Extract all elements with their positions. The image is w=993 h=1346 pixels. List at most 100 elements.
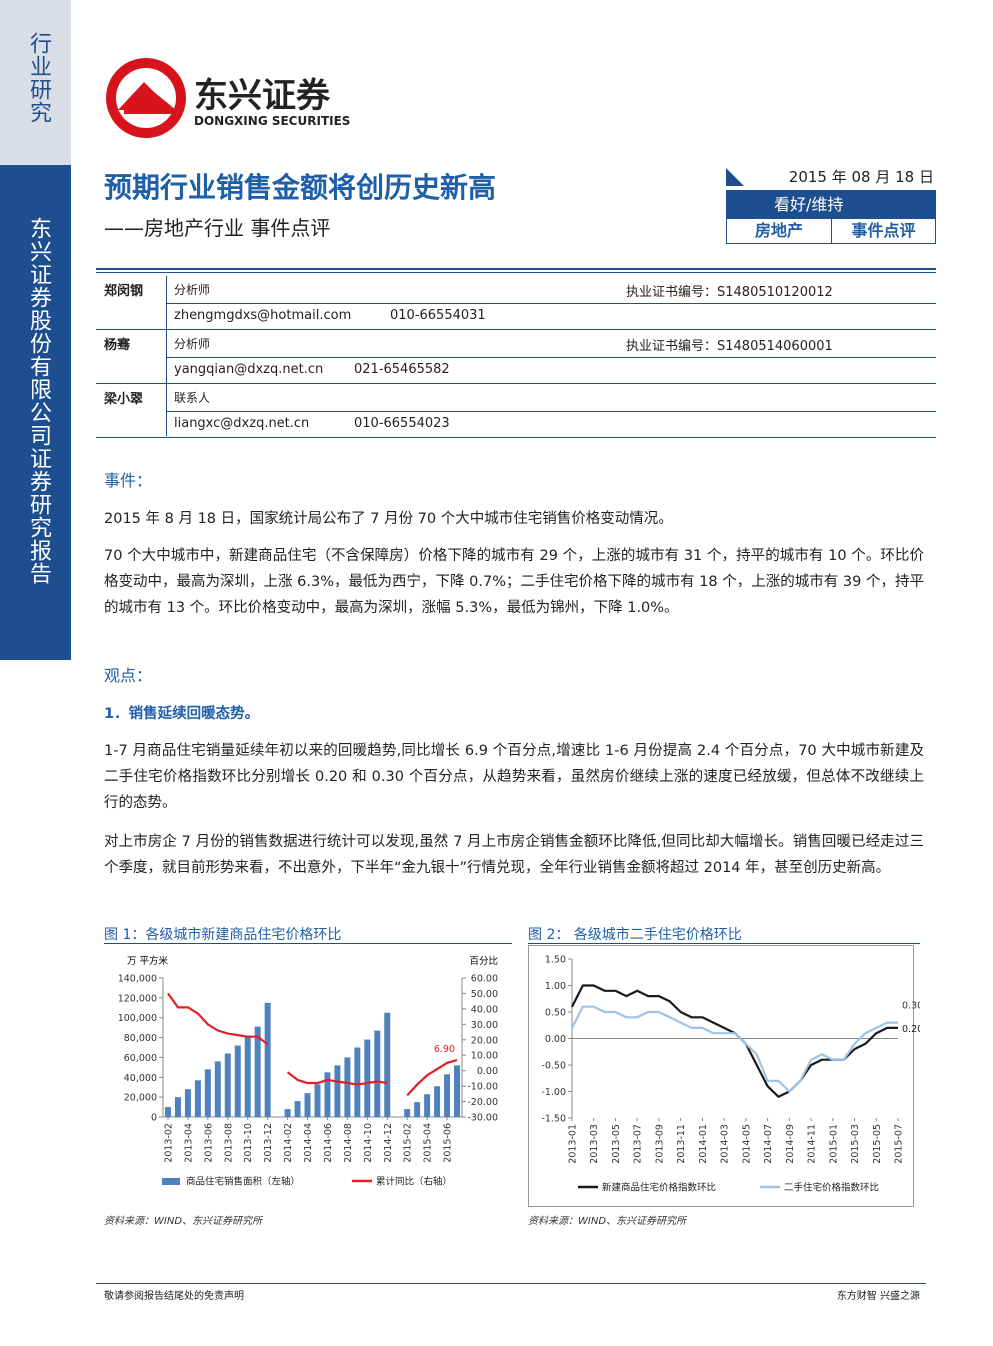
- bar: [344, 1057, 351, 1117]
- row-rule: [96, 383, 936, 384]
- y-tick-label: 80,000: [124, 1033, 157, 1044]
- y-tick-label: 40,000: [124, 1073, 157, 1084]
- y-axis-title: 万 平方米: [127, 955, 169, 967]
- analyst-email: yangqian@dxzq.net.cn: [174, 362, 324, 377]
- x-tick-label: 2015-01: [828, 1124, 839, 1164]
- analyst-table: 郑闵钢 分析师 执业证书编号：S1480510120012 zhengmgdxs@ho…: [96, 276, 936, 438]
- type-tag: 事件点评: [851, 221, 916, 240]
- bar: [214, 1061, 221, 1117]
- analyst-phone: 010-66554031: [390, 308, 486, 323]
- bar: [244, 1035, 251, 1117]
- x-tick-label: 2014-09: [785, 1124, 796, 1164]
- row-rule: [96, 329, 936, 330]
- bar: [224, 1053, 231, 1117]
- report-title: 预期行业销售金额将创历史新高: [104, 171, 497, 204]
- value-label: 0.30: [902, 1001, 920, 1012]
- x-tick-label: 2013-08: [223, 1123, 234, 1163]
- x-tick-label: 2013-11: [676, 1124, 687, 1164]
- analyst-role: 分析师: [174, 337, 211, 351]
- bar: [204, 1069, 211, 1117]
- rule: [96, 1283, 926, 1284]
- sidebar-top: 行业研究: [0, 0, 71, 165]
- y-tick-label: 0: [151, 1113, 157, 1124]
- paragraph: 对上市房企 7 月份的销售数据进行统计可以发现,虽然 7 月上市房企销售金额环比…: [104, 834, 924, 876]
- series-line: [406, 1058, 458, 1097]
- x-tick-label: 2015-03: [850, 1124, 861, 1164]
- y2-tick-label: -20.00: [467, 1097, 498, 1108]
- x-tick-label: 2014-08: [343, 1123, 354, 1163]
- bar: [304, 1093, 311, 1117]
- bar: [434, 1086, 441, 1117]
- y-tick-label: 0.50: [545, 1008, 566, 1019]
- section-heading: 事件：: [104, 471, 153, 490]
- value-label: 0.20: [902, 1024, 920, 1035]
- x-tick-label: 2013-12: [263, 1123, 274, 1163]
- x-tick-label: 2015-04: [423, 1123, 434, 1163]
- y-tick-label: 120,000: [118, 993, 157, 1004]
- y2-tick-label: 30.00: [471, 1020, 498, 1031]
- bar: [454, 1065, 461, 1117]
- footer-left: 敬请参阅报告结尾处的免责声明: [104, 1291, 244, 1302]
- legend-label: 新建商品住宅价格指数环比: [602, 1182, 716, 1194]
- y2-tick-label: 40.00: [471, 1004, 498, 1015]
- rule: [96, 272, 936, 273]
- plot-frame: [528, 945, 914, 1207]
- sidebar-label: 行业研究: [26, 32, 51, 124]
- bar: [174, 1097, 181, 1117]
- x-tick-label: 2013-03: [589, 1124, 600, 1164]
- x-tick-label: 2015-06: [443, 1123, 454, 1163]
- legend-swatch: [162, 1178, 180, 1185]
- bar: [374, 1030, 381, 1117]
- series-line: [571, 1005, 898, 1093]
- y-tick-label: 140,000: [118, 974, 157, 985]
- bar: [404, 1109, 411, 1117]
- y-tick-label: 1.50: [545, 955, 566, 966]
- bar: [324, 1072, 331, 1117]
- bar: [384, 1012, 391, 1117]
- bar: [414, 1102, 421, 1117]
- legend-label: 商品住宅销售面积（左轴）: [186, 1176, 300, 1188]
- figure-title: 图 1：各级城市新建商品住宅价格环比: [104, 927, 342, 943]
- rule: [104, 943, 512, 944]
- rule: [528, 943, 920, 944]
- series-line: [571, 984, 898, 1098]
- tag-row: 房地产 事件点评: [726, 218, 936, 244]
- x-tick-label: 2013-01: [568, 1124, 579, 1164]
- bar: [334, 1065, 341, 1117]
- y2-tick-label: 10.00: [471, 1051, 498, 1062]
- analyst-role: 分析师: [174, 283, 211, 297]
- x-tick-label: 2014-07: [763, 1124, 774, 1164]
- logo-text: 东兴证券: [194, 76, 330, 116]
- bar: [354, 1047, 361, 1117]
- x-tick-label: 2015-05: [872, 1124, 883, 1164]
- point-heading: 1．销售延续回暖态势。: [104, 706, 260, 722]
- y-tick-label: 100,000: [118, 1013, 157, 1024]
- row-rule: [166, 303, 936, 304]
- legend-label: 累计同比（右轴）: [376, 1176, 452, 1188]
- x-tick-label: 2013-07: [633, 1124, 644, 1164]
- y2-tick-label: -30.00: [467, 1113, 498, 1124]
- bar: [264, 1002, 271, 1117]
- analyst-name: 郑闵钢: [104, 284, 144, 299]
- x-tick-label: 2014-01: [698, 1124, 709, 1164]
- x-tick-label: 2013-04: [183, 1123, 194, 1163]
- bar: [254, 1026, 261, 1117]
- y-tick-label: 1.00: [545, 981, 566, 992]
- analyst-name: 杨骞: [104, 338, 131, 353]
- bar: [294, 1101, 301, 1117]
- x-tick-label: 2014-05: [741, 1124, 752, 1164]
- bar: [164, 1107, 171, 1117]
- analyst-cert: 执业证书编号：S1480510120012: [626, 285, 833, 300]
- series-line: [286, 1071, 388, 1086]
- report-date: 2015 年 08 月 18 日: [726, 166, 936, 192]
- paragraph: 1-7 月商品住宅销量延续年初以来的回暖趋势,同比增长 6.9 个百分点,增速比…: [104, 743, 924, 811]
- corner-mark: [726, 168, 744, 186]
- analyst-phone: 010-66554023: [354, 416, 450, 431]
- value-label: 6.90: [434, 1044, 455, 1055]
- bar: [194, 1080, 201, 1117]
- x-tick-label: 2014-04: [303, 1123, 314, 1163]
- analyst-name: 梁小翠: [104, 392, 144, 407]
- y-tick-label: -0.50: [541, 1061, 566, 1072]
